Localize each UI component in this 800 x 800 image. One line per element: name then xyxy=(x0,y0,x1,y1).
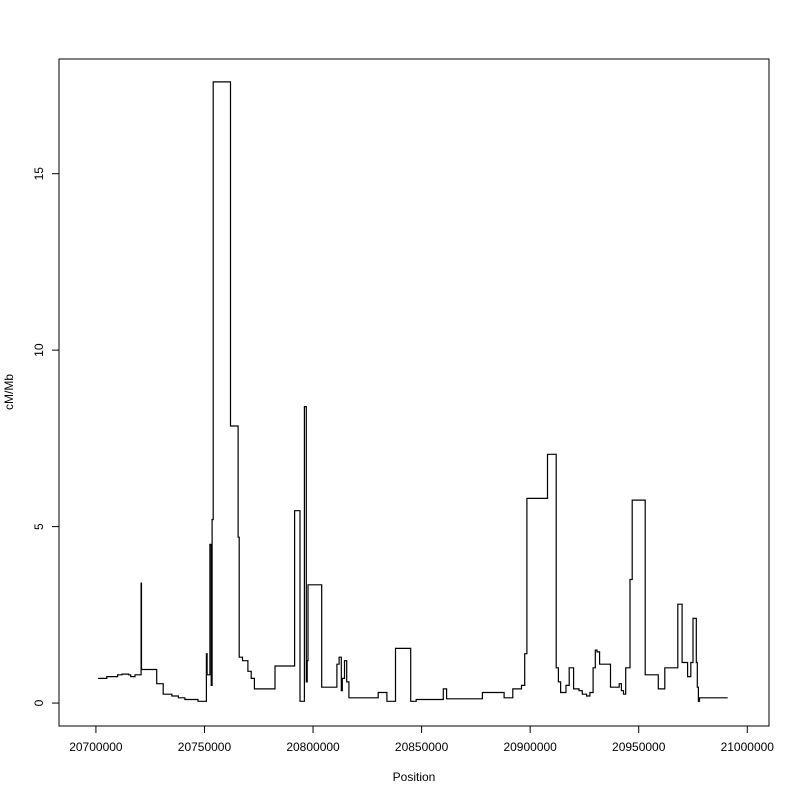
y-axis-title: cM/Mb xyxy=(2,374,16,410)
plot-area-box xyxy=(58,58,770,727)
y-tick-label: 10 xyxy=(32,343,46,357)
x-tick-label: 20950000 xyxy=(612,740,666,754)
x-tick-label: 20850000 xyxy=(395,740,449,754)
y-tick-label: 5 xyxy=(32,523,46,530)
y-tick-label: 15 xyxy=(32,167,46,181)
x-axis: 20700000 20750000 20800000 20850000 20900000… xyxy=(69,725,775,754)
x-tick-label: 21000000 xyxy=(721,740,775,754)
x-tick-label: 20900000 xyxy=(503,740,557,754)
x-tick-label: 20750000 xyxy=(178,740,232,754)
y-tick-label: 0 xyxy=(32,699,46,706)
x-axis-title: Position xyxy=(393,770,436,784)
x-tick-label: 20700000 xyxy=(69,740,123,754)
series-line xyxy=(98,81,728,702)
y-axis: 0 5 10 15 xyxy=(32,167,60,706)
x-tick-label: 20800000 xyxy=(286,740,340,754)
